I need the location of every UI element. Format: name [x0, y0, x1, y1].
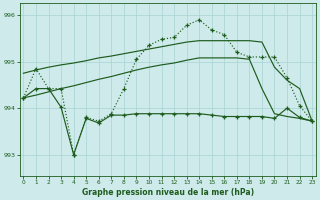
X-axis label: Graphe pression niveau de la mer (hPa): Graphe pression niveau de la mer (hPa): [82, 188, 254, 197]
